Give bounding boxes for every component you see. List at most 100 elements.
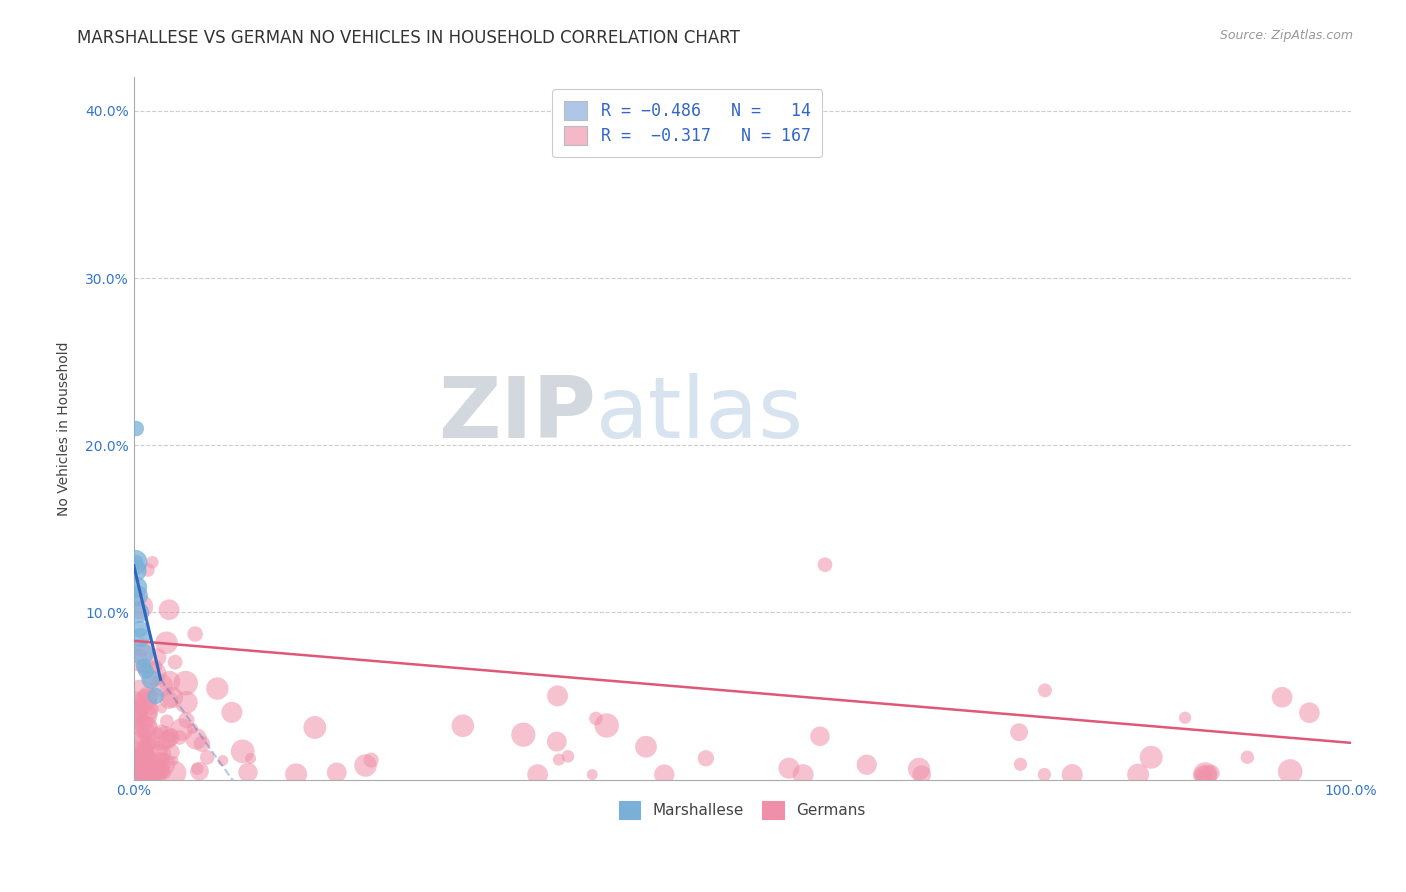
Point [153, 751, 176, 765]
Point [134, 729, 156, 743]
Point [131, 730, 153, 744]
Point [157, 729, 180, 743]
Point [911, 767, 934, 781]
Point [124, 710, 146, 724]
Point [146, 763, 169, 777]
Point [124, 766, 146, 780]
Point [128, 766, 150, 780]
Point [127, 606, 149, 620]
Point [136, 690, 159, 705]
Point [128, 685, 150, 699]
Point [132, 750, 155, 764]
Point [125, 653, 148, 667]
Point [131, 647, 153, 661]
Point [149, 738, 172, 752]
Point [184, 731, 207, 746]
Point [155, 636, 177, 650]
Point [138, 738, 160, 752]
Point [512, 728, 534, 742]
Text: MARSHALLESE VS GERMAN NO VEHICLES IN HOUSEHOLD CORRELATION CHART: MARSHALLESE VS GERMAN NO VEHICLES IN HOU… [77, 29, 740, 46]
Point [141, 757, 163, 772]
Point [132, 690, 155, 704]
Point [792, 767, 814, 781]
Point [148, 765, 170, 780]
Point [1010, 757, 1032, 772]
Point [127, 589, 149, 603]
Point [163, 754, 186, 768]
Point [152, 757, 174, 772]
Point [125, 580, 148, 594]
Point [1126, 767, 1149, 781]
Point [129, 766, 152, 780]
Point [581, 767, 603, 781]
Point [176, 713, 198, 727]
Point [156, 732, 179, 747]
Point [129, 759, 152, 773]
Point [125, 756, 148, 771]
Point [139, 700, 162, 714]
Point [124, 698, 146, 712]
Point [125, 421, 148, 435]
Point [814, 558, 837, 572]
Point [128, 622, 150, 636]
Point [1174, 711, 1197, 725]
Point [125, 752, 148, 766]
Point [169, 731, 191, 745]
Point [585, 711, 607, 725]
Point [124, 747, 146, 761]
Point [176, 695, 198, 709]
Point [1140, 750, 1163, 764]
Point [142, 763, 165, 777]
Point [181, 722, 204, 736]
Point [354, 758, 377, 772]
Point [184, 627, 207, 641]
Point [139, 756, 162, 771]
Point [1279, 764, 1302, 779]
Point [131, 723, 153, 738]
Point [149, 747, 172, 762]
Point [221, 706, 243, 720]
Point [163, 766, 186, 780]
Point [129, 599, 152, 614]
Point [152, 757, 174, 772]
Point [136, 720, 159, 734]
Point [135, 757, 157, 772]
Point [136, 747, 159, 761]
Point [136, 563, 159, 577]
Point [124, 756, 146, 770]
Point [132, 659, 155, 673]
Point [143, 765, 166, 780]
Point [808, 729, 831, 743]
Point [557, 749, 579, 764]
Point [159, 730, 181, 744]
Point [131, 764, 153, 779]
Point [134, 660, 156, 674]
Point [124, 759, 146, 773]
Point [1192, 767, 1215, 781]
Point [136, 726, 159, 740]
Point [1271, 690, 1294, 705]
Point [128, 752, 150, 766]
Point [360, 753, 382, 767]
Point [211, 754, 233, 768]
Point [127, 766, 149, 780]
Point [634, 739, 657, 754]
Text: ZIP: ZIP [439, 373, 596, 456]
Point [135, 764, 157, 778]
Point [124, 695, 146, 709]
Point [138, 739, 160, 754]
Point [139, 766, 162, 780]
Point [135, 664, 157, 678]
Point [139, 766, 162, 780]
Legend: Marshallese, Germans: Marshallese, Germans [613, 795, 872, 824]
Point [136, 704, 159, 718]
Point [160, 745, 183, 759]
Point [157, 692, 180, 706]
Point [139, 673, 162, 687]
Point [162, 690, 184, 705]
Point [128, 766, 150, 780]
Point [125, 555, 148, 569]
Point [146, 650, 169, 665]
Point [1062, 767, 1084, 781]
Point [145, 659, 167, 673]
